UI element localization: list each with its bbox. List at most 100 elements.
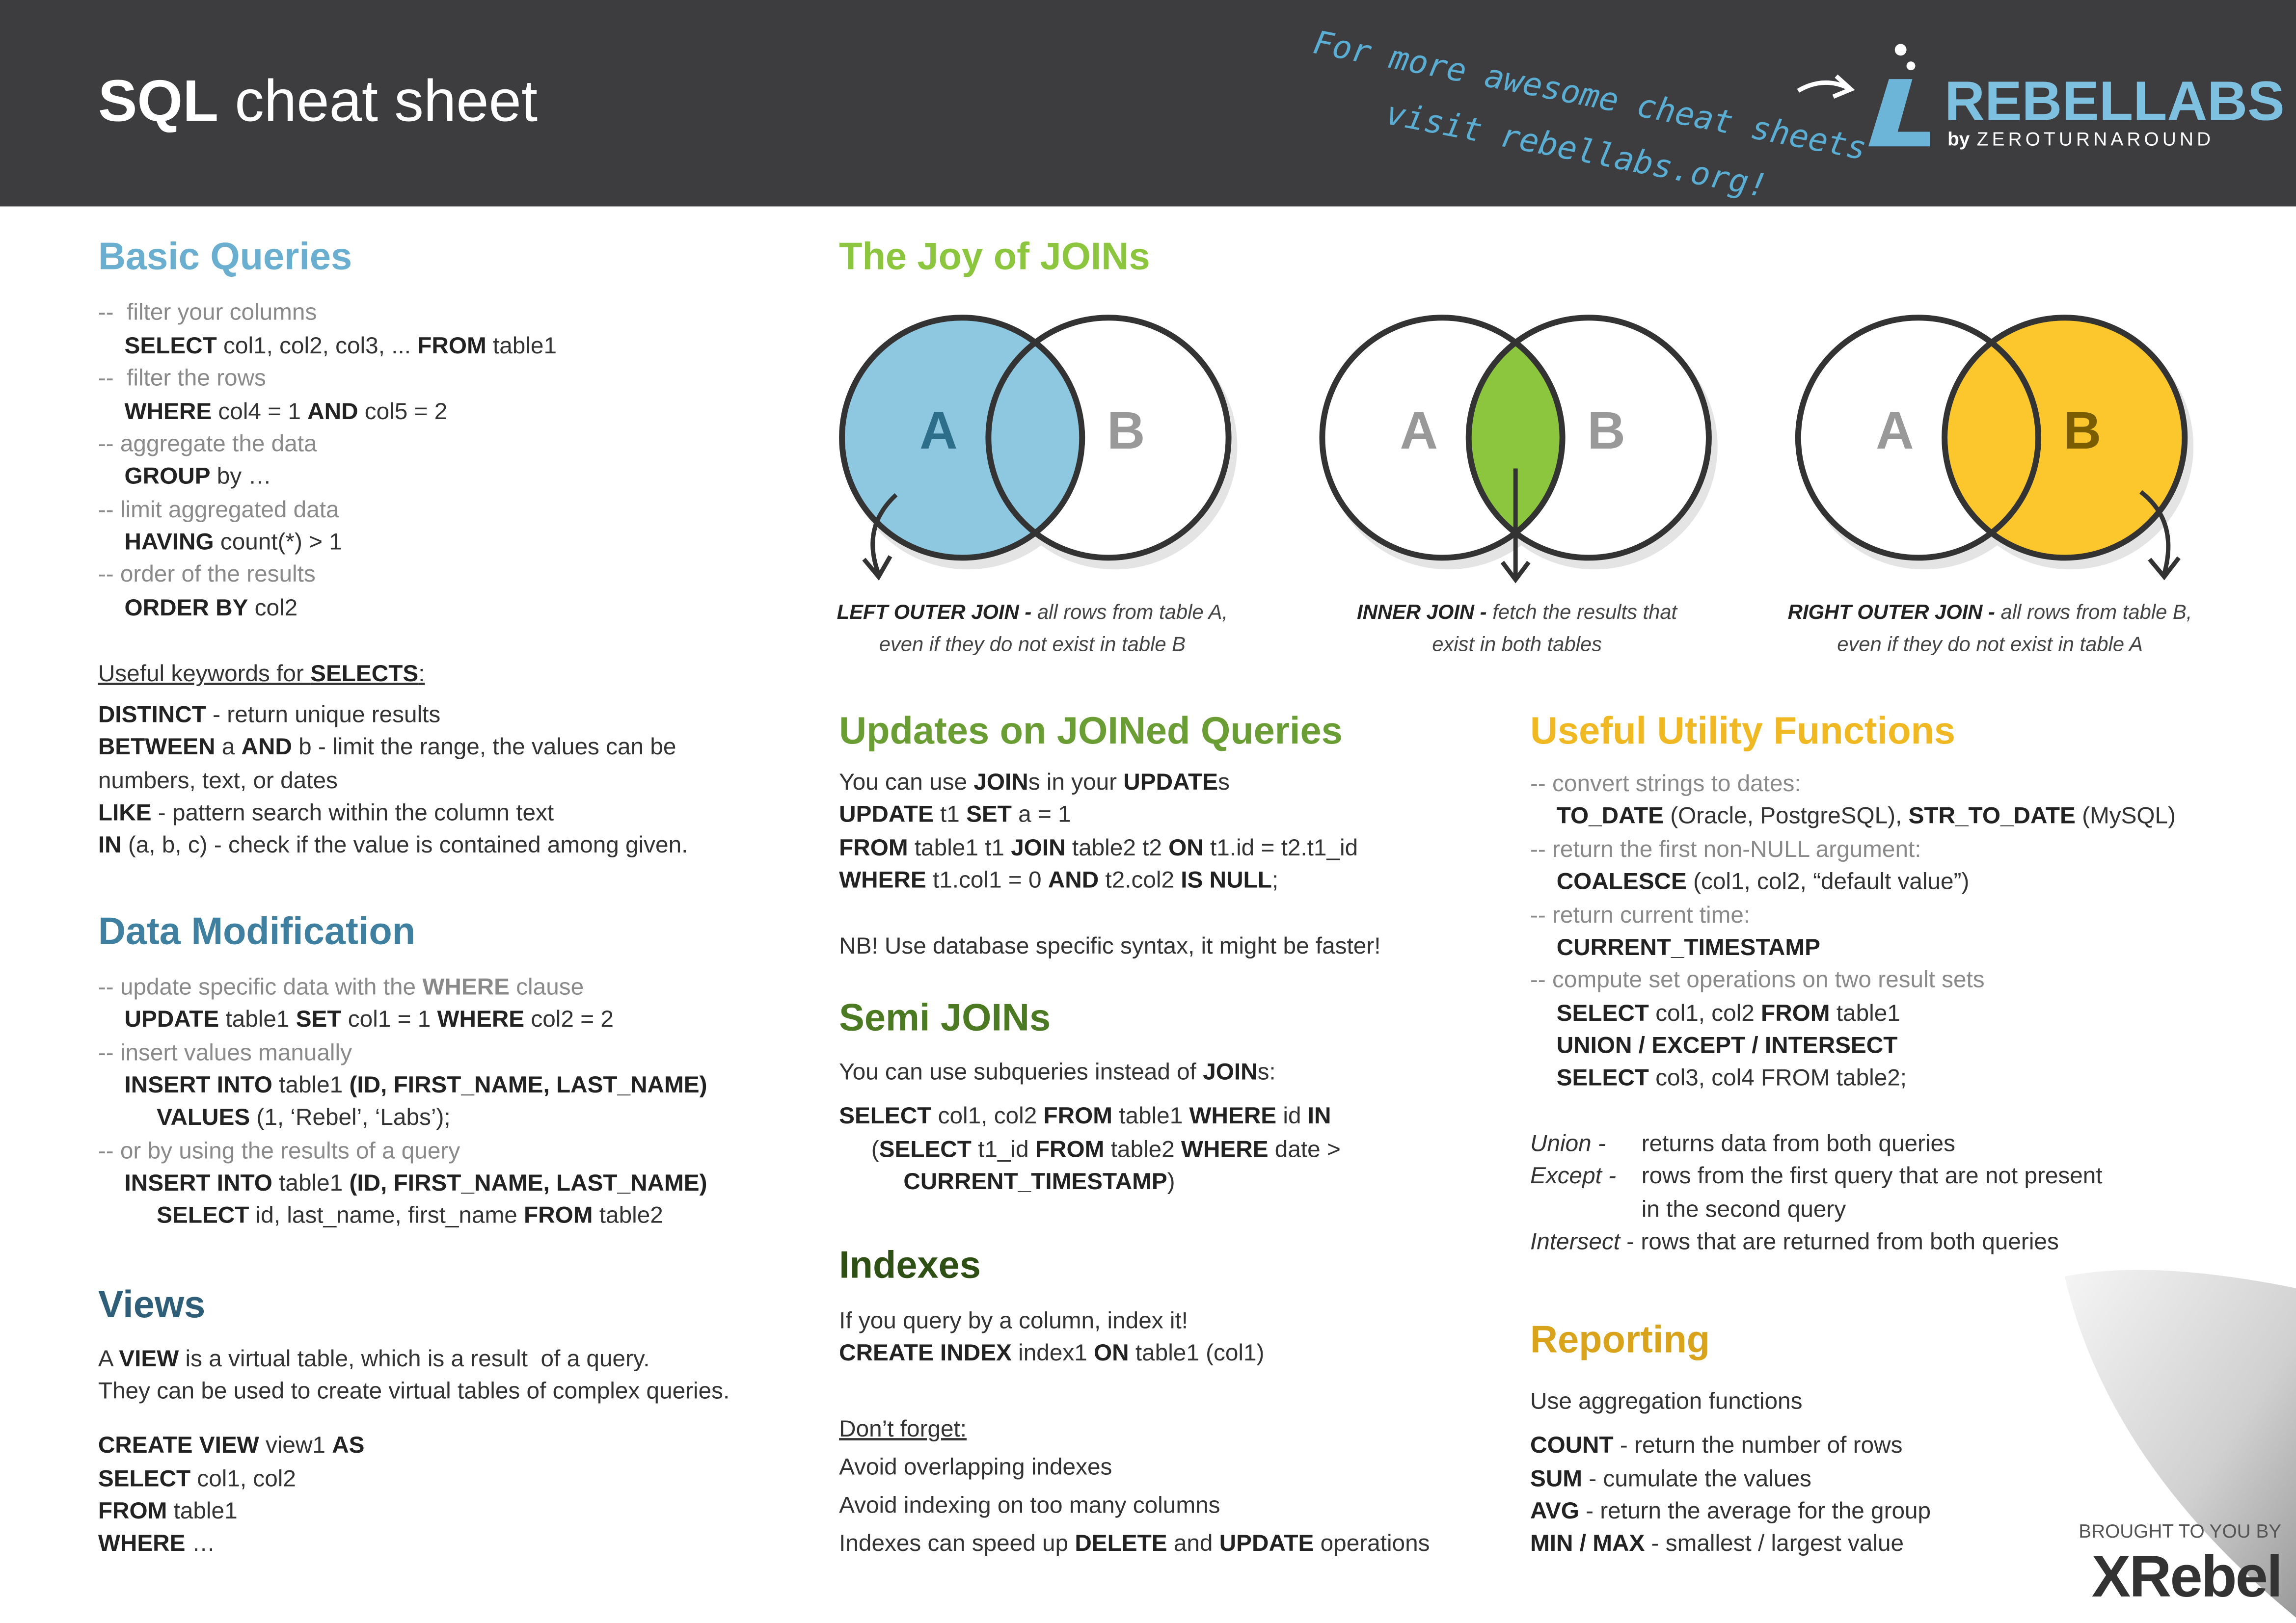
text-line: -- return current time: — [1530, 902, 1750, 928]
text-segment: WHERE — [1189, 1102, 1277, 1128]
text-segment: even if they do not exist in table B — [879, 632, 1186, 655]
text-segment: BETWEEN — [98, 734, 216, 760]
text-segment: INSERT INTO — [125, 1072, 272, 1098]
text-segment: table1 — [486, 333, 557, 359]
text-segment: - return unique results — [206, 701, 440, 727]
text-line: numbers, text, or dates — [98, 767, 338, 793]
text-segment: JOIN — [1203, 1059, 1257, 1085]
text-segment: s: — [1258, 1059, 1276, 1085]
text-segment: DELETE — [1075, 1530, 1167, 1556]
text-line: LIKE - pattern search within the column … — [98, 799, 554, 825]
text-segment: Intersect — [1530, 1228, 1621, 1254]
text-segment: t1.col1 = 0 — [926, 867, 1048, 893]
text-segment: UPDATE — [1219, 1530, 1314, 1556]
text-segment: table2 — [1104, 1136, 1181, 1162]
text-segment: -- order of the results — [98, 561, 316, 587]
text-line: -- or by using the results of a query — [98, 1138, 460, 1164]
footer-brand: XRebel — [2092, 1544, 2282, 1609]
text-line: AVG - return the average for the group — [1530, 1498, 1931, 1524]
text-segment: A — [98, 1346, 119, 1372]
text-segment: (MySQL) — [2076, 802, 2176, 828]
venn-label: B — [2063, 401, 2102, 460]
text-segment: You can use — [839, 769, 973, 795]
text-line: CURRENT_TIMESTAMP — [1557, 934, 1820, 960]
footer-note: BROUGHT TO YOU BY — [2079, 1521, 2281, 1542]
text-line: LEFT OUTER JOIN - all rows from table A, — [837, 600, 1228, 623]
text-segment: rows from the first query that are not p… — [1642, 1163, 2103, 1189]
text-segment: t1 — [934, 801, 966, 827]
text-line: even if they do not exist in table B — [879, 632, 1186, 655]
text-segment: table1 — [1112, 1102, 1189, 1128]
venn-fill — [842, 318, 1082, 558]
text-segment: even if they do not exist in table A — [1837, 632, 2143, 655]
text-segment: -- filter your columns — [98, 299, 317, 325]
text-segment: IN — [1308, 1102, 1331, 1128]
text-segment: col1, col2 — [931, 1102, 1043, 1128]
text-segment: AND — [1048, 867, 1099, 893]
text-segment: ( — [871, 1136, 879, 1162]
text-line: Indexes can speed up DELETE and UPDATE o… — [839, 1530, 1430, 1556]
text-segment: WHERE — [422, 974, 510, 1000]
venn-outline — [839, 315, 1085, 561]
text-line: IN (a, b, c) - check if the value is con… — [98, 832, 688, 858]
section-heading: Useful Utility Functions — [1530, 710, 1955, 752]
venn-label: A — [1400, 401, 1438, 460]
logo-company: ZEROTURNAROUND — [1977, 129, 2215, 150]
venn-arrowhead — [862, 555, 892, 581]
venn-outline — [1319, 315, 1566, 561]
text-segment: MIN / MAX — [1530, 1530, 1645, 1556]
text-segment: col3, col4 FROM table2; — [1649, 1064, 1907, 1091]
text-line: COALESCE (col1, col2, “default value”) — [1557, 868, 1970, 894]
text-segment: - cumulate the values — [1582, 1465, 1811, 1491]
text-segment: CREATE VIEW — [98, 1432, 259, 1458]
text-segment: (a, b, c) - check if the value is contai… — [122, 832, 688, 858]
text-line: GROUP by … — [125, 463, 272, 489]
text-segment: SELECT — [1557, 1064, 1649, 1091]
text-line: -- insert values manually — [98, 1039, 352, 1065]
text-segment: SET — [966, 801, 1012, 827]
text-segment: Indexes can speed up — [839, 1530, 1075, 1556]
section-heading: Views — [98, 1283, 205, 1326]
text-segment: COUNT — [1530, 1432, 1614, 1458]
text-segment: s in your — [1028, 769, 1124, 795]
venn-label: A — [1876, 401, 1914, 460]
text-segment: Useful keywords for — [98, 661, 310, 687]
text-line: Avoid indexing on too many columns — [839, 1492, 1220, 1518]
text-segment: cheat sheet — [218, 68, 538, 133]
text-segment: -- convert strings to dates: — [1530, 770, 1801, 796]
text-segment: Avoid indexing on too many columns — [839, 1492, 1220, 1518]
text-segment: col2 = 2 — [524, 1006, 614, 1032]
section-heading: Basic Queries — [98, 235, 352, 277]
venn-arrowhead — [2148, 556, 2181, 581]
text-segment: STR_TO_DATE — [1909, 802, 2076, 828]
text-segment: LEFT OUTER JOIN - — [837, 600, 1032, 623]
text-segment: SELECT — [839, 1102, 931, 1128]
text-line: FROM table1 t1 JOIN table2 t2 ON t1.id =… — [839, 835, 1358, 861]
text-segment: INSERT INTO — [125, 1170, 272, 1196]
text-segment: UPDATE — [125, 1006, 219, 1032]
text-segment: SUM — [1530, 1465, 1582, 1491]
text-segment: JOIN — [973, 769, 1028, 795]
text-line: CREATE VIEW view1 AS — [98, 1432, 365, 1458]
text-line: exist in both tables — [1432, 632, 1602, 655]
text-line: INNER JOIN - fetch the results that — [1357, 600, 1678, 623]
text-segment: SELECT — [125, 333, 217, 359]
text-segment: UPDATE — [839, 801, 934, 827]
text-segment: VIEW — [119, 1346, 179, 1372]
text-segment: You can use subqueries instead of — [839, 1059, 1203, 1085]
text-line: TO_DATE (Oracle, PostgreSQL), STR_TO_DAT… — [1557, 802, 2176, 828]
text-segment: SELECT — [98, 1465, 190, 1491]
text-segment: HAVING — [125, 529, 214, 555]
text-segment: - return the average for the group — [1579, 1498, 1931, 1524]
text-segment: by … — [211, 463, 272, 489]
text-segment: Use aggregation functions — [1530, 1388, 1802, 1414]
text-segment: -- limit aggregated data — [98, 497, 339, 523]
text-segment: id — [1276, 1102, 1308, 1128]
text-segment: returns data from both queries — [1642, 1130, 1955, 1156]
text-segment: TO_DATE — [1557, 802, 1664, 828]
text-segment: table1 — [1830, 1000, 1900, 1026]
tagline-arrow — [1797, 74, 1855, 99]
venn-label: B — [1587, 401, 1625, 460]
text-line: BETWEEN a AND b - limit the range, the v… — [98, 734, 676, 760]
